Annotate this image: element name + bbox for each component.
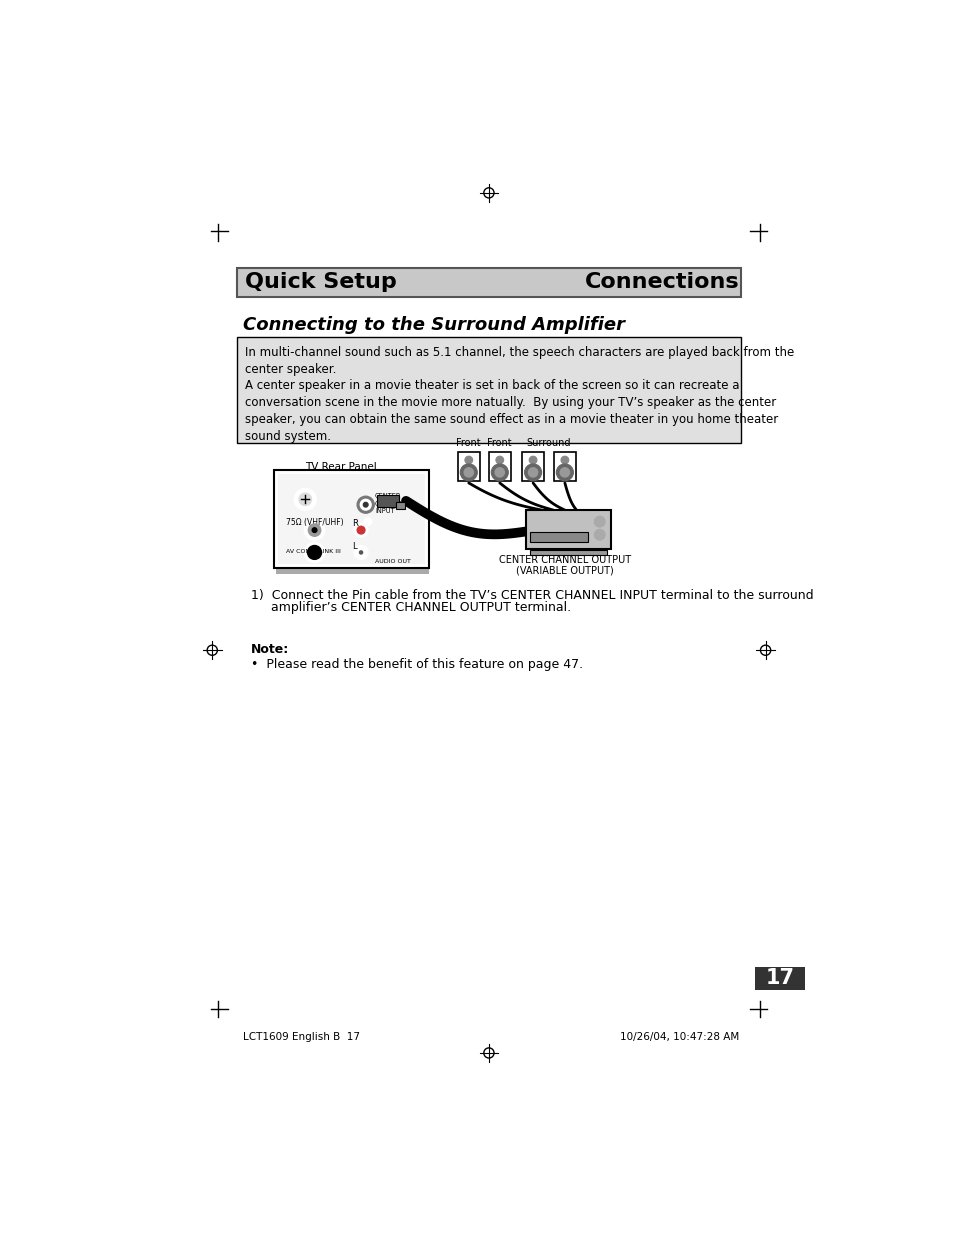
Text: Quick Setup: Quick Setup	[245, 272, 396, 293]
FancyBboxPatch shape	[530, 550, 607, 555]
FancyBboxPatch shape	[377, 495, 398, 508]
Text: 75Ω (VHF/UHF): 75Ω (VHF/UHF)	[286, 517, 343, 527]
FancyBboxPatch shape	[275, 568, 429, 574]
Text: 1)  Connect the Pin cable from the TV’s CENTER CHANNEL INPUT terminal to the sur: 1) Connect the Pin cable from the TV’s C…	[251, 589, 813, 601]
Text: Connecting to the Surround Amplifier: Connecting to the Surround Amplifier	[243, 316, 624, 333]
Circle shape	[304, 520, 324, 540]
Text: •  Please read the benefit of this feature on page 47.: • Please read the benefit of this featur…	[251, 658, 582, 671]
Circle shape	[594, 530, 604, 540]
Circle shape	[560, 456, 568, 464]
Circle shape	[495, 468, 504, 477]
Text: In multi-channel sound such as 5.1 channel, the speech characters are played bac: In multi-channel sound such as 5.1 chann…	[245, 346, 793, 377]
Circle shape	[308, 524, 320, 536]
Circle shape	[496, 456, 503, 464]
Circle shape	[464, 468, 473, 477]
Text: L: L	[352, 542, 356, 551]
Circle shape	[294, 489, 315, 510]
FancyBboxPatch shape	[530, 531, 587, 542]
FancyBboxPatch shape	[395, 501, 405, 509]
Text: CENTER
CHANNEL
INPUT: CENTER CHANNEL INPUT	[375, 493, 406, 514]
Circle shape	[354, 524, 368, 537]
Circle shape	[528, 468, 537, 477]
Text: Front: Front	[487, 438, 512, 448]
Circle shape	[524, 464, 541, 480]
Circle shape	[594, 516, 604, 527]
Text: TV Rear Panel: TV Rear Panel	[305, 462, 376, 472]
Text: 17: 17	[764, 968, 794, 988]
Text: AV COMPULINK III: AV COMPULINK III	[286, 550, 340, 555]
Text: Note:: Note:	[251, 643, 289, 656]
FancyBboxPatch shape	[236, 337, 740, 443]
Text: CENTER CHANNEL OUTPUT: CENTER CHANNEL OUTPUT	[498, 555, 630, 564]
Text: amplifier’s CENTER CHANNEL OUTPUT terminal.: amplifier’s CENTER CHANNEL OUTPUT termin…	[251, 601, 571, 614]
Text: R: R	[352, 519, 357, 527]
Circle shape	[529, 456, 537, 464]
Circle shape	[307, 546, 321, 559]
FancyBboxPatch shape	[488, 452, 510, 480]
Circle shape	[298, 493, 311, 505]
Circle shape	[464, 456, 472, 464]
Circle shape	[459, 464, 476, 480]
Circle shape	[312, 527, 316, 532]
Circle shape	[304, 542, 324, 562]
Circle shape	[354, 546, 368, 559]
Circle shape	[359, 551, 362, 555]
Circle shape	[556, 464, 573, 480]
Text: 10/26/04, 10:47:28 AM: 10/26/04, 10:47:28 AM	[619, 1032, 739, 1042]
Circle shape	[356, 526, 365, 534]
Text: Connections: Connections	[584, 272, 739, 293]
FancyBboxPatch shape	[457, 452, 479, 480]
Circle shape	[363, 503, 368, 508]
Text: Surround: Surround	[526, 438, 570, 448]
FancyBboxPatch shape	[754, 967, 804, 989]
Text: LCT1609 English B  17: LCT1609 English B 17	[243, 1032, 360, 1042]
FancyBboxPatch shape	[525, 510, 611, 548]
FancyBboxPatch shape	[554, 452, 575, 480]
FancyBboxPatch shape	[274, 471, 429, 568]
Circle shape	[356, 496, 374, 514]
Circle shape	[364, 517, 372, 526]
Circle shape	[356, 548, 365, 556]
FancyBboxPatch shape	[278, 474, 425, 564]
Circle shape	[360, 499, 371, 510]
Text: A center speaker in a movie theater is set in back of the screen so it can recre: A center speaker in a movie theater is s…	[245, 379, 778, 443]
Text: Front: Front	[456, 438, 480, 448]
FancyBboxPatch shape	[236, 268, 740, 296]
Text: (VARIABLE OUTPUT): (VARIABLE OUTPUT)	[516, 566, 613, 576]
Circle shape	[559, 468, 569, 477]
FancyBboxPatch shape	[521, 452, 543, 480]
Circle shape	[491, 464, 508, 480]
Text: AUDIO OUT: AUDIO OUT	[375, 559, 411, 564]
